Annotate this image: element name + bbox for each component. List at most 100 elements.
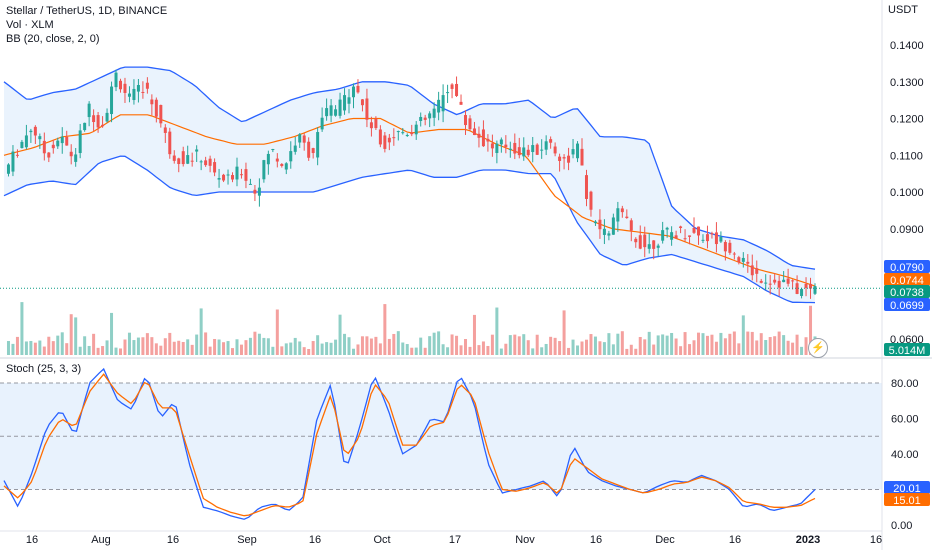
candle-body [755, 268, 759, 274]
candle-body [163, 127, 167, 133]
candle-body [47, 152, 51, 158]
candle-body [378, 129, 382, 145]
candle-body [356, 85, 360, 93]
candle-body [705, 234, 709, 242]
candle-body [271, 149, 275, 151]
candle-body [118, 80, 122, 90]
candle-body [697, 226, 701, 236]
volume-bar [78, 346, 82, 355]
volume-bar [311, 341, 315, 355]
price-tick-label: 0.1400 [890, 40, 924, 52]
candle-body [74, 154, 78, 162]
stoch-pane [0, 367, 882, 520]
stoch-tick-label: 40.00 [891, 449, 919, 461]
volume-bar [441, 344, 445, 355]
volume-bar [472, 314, 476, 355]
volume-bar [580, 341, 584, 355]
candle-body [208, 158, 212, 166]
volume-bar [486, 345, 490, 355]
candle-body [616, 208, 620, 222]
candle-body [235, 166, 239, 180]
volume-bar [244, 340, 248, 355]
volume-bar [616, 333, 620, 355]
volume-bar [396, 331, 400, 355]
stoch-tick-label: 0.00 [891, 520, 912, 532]
candle-body [396, 131, 400, 133]
volume-bar [329, 342, 333, 355]
volume-bar [768, 337, 772, 355]
volume-bar [553, 337, 557, 355]
volume-bar [42, 346, 46, 355]
volume-bar [428, 336, 432, 355]
volume-bar [226, 341, 230, 355]
candle-body [410, 132, 414, 135]
volume-bar [589, 334, 593, 355]
candle-body [38, 136, 42, 140]
candle-body [741, 257, 745, 262]
candle-body [800, 289, 804, 296]
volume-bar [755, 340, 759, 355]
candle-body [141, 91, 145, 93]
candle-body [248, 183, 252, 185]
candle-body [15, 154, 19, 156]
volume-bar [464, 339, 468, 355]
candle-body [723, 242, 727, 252]
candle-body [607, 233, 611, 236]
candle-body [231, 175, 235, 180]
candle-body [154, 99, 158, 117]
volume-legend: Vol · XLM [6, 19, 54, 31]
volume-bar [544, 343, 548, 355]
candle-body [652, 240, 656, 249]
volume-bar [105, 340, 109, 355]
lightning-icon[interactable]: ⚡ [808, 338, 828, 358]
stoch-legend: Stoch (25, 3, 3) [6, 363, 82, 375]
volume-bar [141, 337, 145, 355]
price-label-text: 0.0744 [890, 275, 924, 287]
volume-bar [33, 342, 37, 355]
candle-body [629, 220, 633, 231]
candle-body [670, 232, 674, 240]
candle-body [688, 235, 692, 237]
volume-bar [477, 345, 481, 355]
volume-bar [495, 307, 499, 355]
candle-body [674, 235, 678, 239]
candle-body [714, 232, 718, 245]
candle-body [459, 101, 463, 105]
volume-bar [266, 338, 270, 355]
candle-body [611, 217, 615, 235]
candle-body [446, 92, 450, 94]
volume-bar [638, 336, 642, 355]
volume-bar [150, 337, 154, 355]
candle-body [620, 208, 624, 213]
volume-bar [679, 346, 683, 355]
currency-unit: USDT [888, 4, 918, 16]
candle-body [275, 158, 279, 162]
volume-bar [531, 348, 535, 355]
volume-bar [437, 331, 441, 355]
volume-bar [29, 340, 33, 355]
volume-bar [316, 335, 320, 355]
volume-bar [262, 337, 266, 355]
candle-body [186, 155, 190, 164]
candle-body [369, 122, 373, 129]
volume-bar [74, 317, 78, 355]
volume-bar [365, 336, 369, 355]
volume-bar [665, 335, 669, 355]
candle-body [351, 86, 355, 98]
candle-body [468, 118, 472, 130]
candle-body [558, 156, 562, 161]
candle-body [204, 160, 208, 166]
candle-body [284, 163, 288, 170]
volume-bar [800, 346, 804, 355]
volume-bar [432, 332, 436, 355]
volume-bar [710, 334, 714, 355]
volume-bar [620, 331, 624, 355]
candle-body [56, 140, 60, 147]
candle-body [450, 84, 454, 89]
bollinger-upper-line [3, 66, 816, 270]
candle-body [602, 228, 606, 235]
candle-body [795, 283, 799, 294]
candle-body [334, 109, 338, 116]
candle-body [87, 103, 91, 118]
